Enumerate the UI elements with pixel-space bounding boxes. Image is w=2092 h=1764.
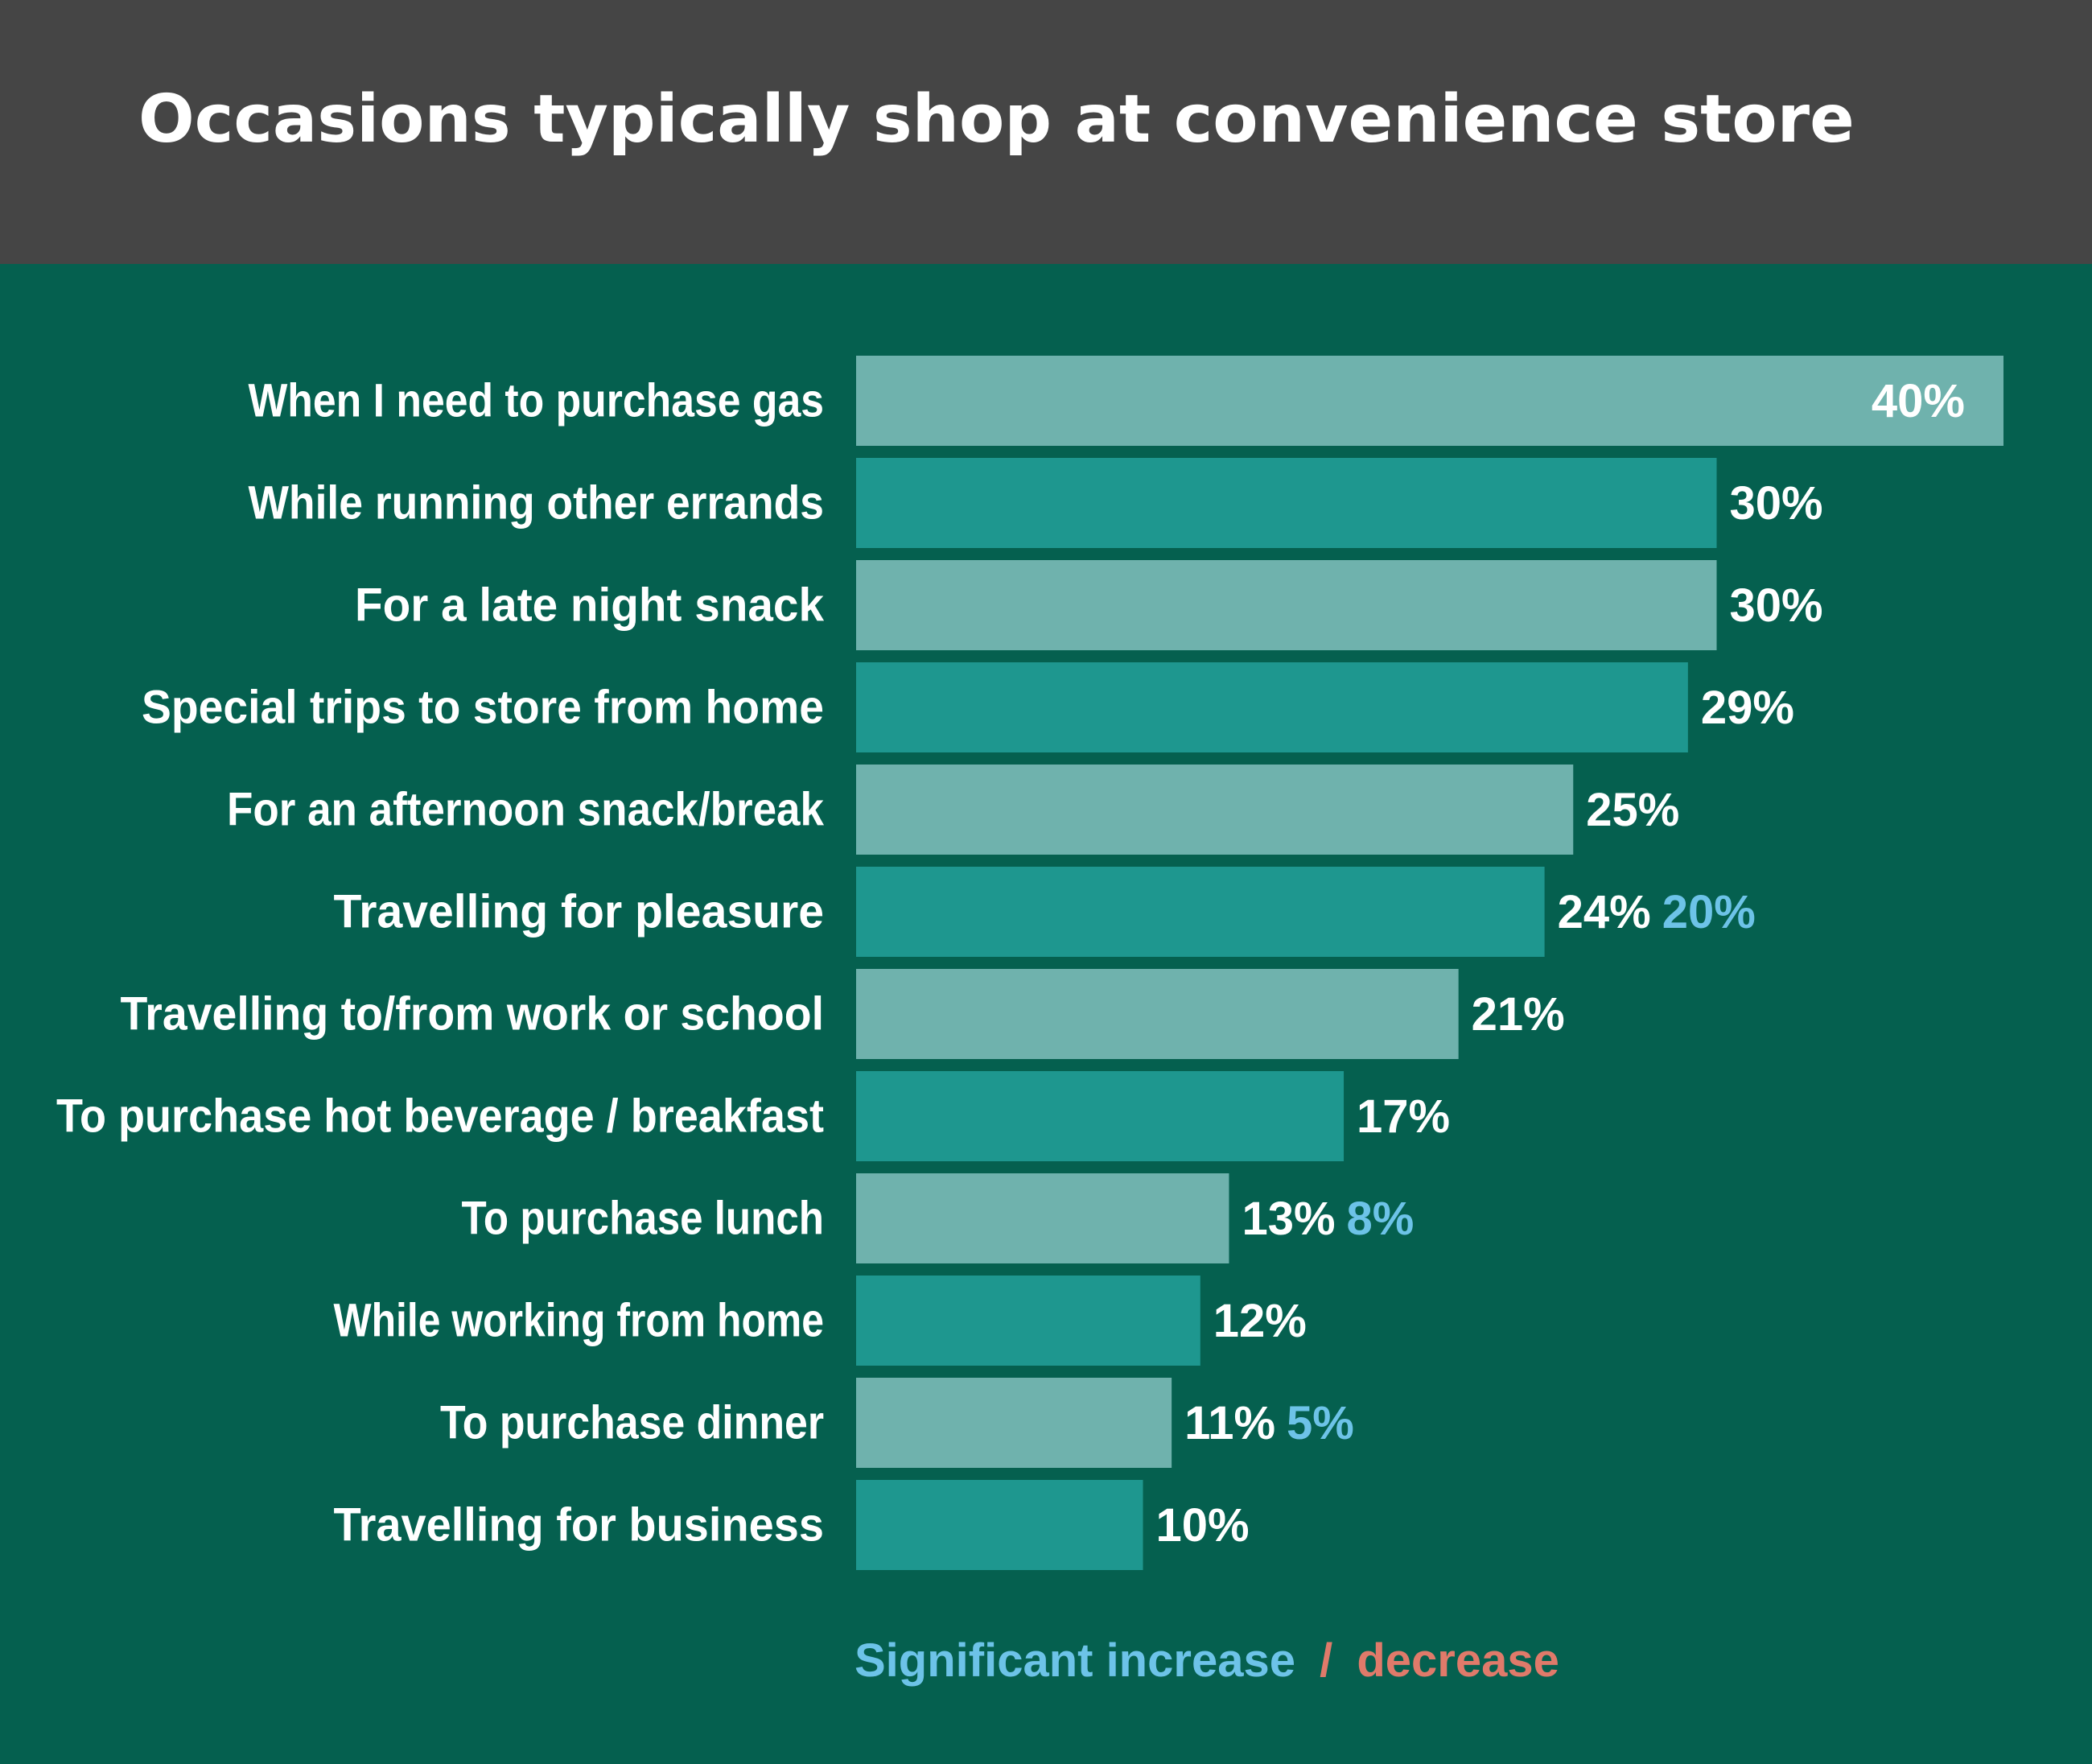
value-label-when-i-need-to-purchase-gas: 40% [1872, 375, 1965, 427]
category-label-travelling-for-business: Travelling for business [334, 1499, 825, 1552]
legend-decrease-label: decrease [1357, 1634, 1559, 1687]
value-while-working-from-home: 12% [1213, 1295, 1307, 1347]
bar-travelling-for-business [856, 1480, 1143, 1570]
value-for-an-afternoon-snack-break: 25% [1586, 784, 1679, 836]
category-label-while-running-other-errands: While running other errands [249, 477, 825, 530]
category-label-to-purchase-dinner: To purchase dinner [440, 1397, 824, 1449]
bar-travelling-for-pleasure [856, 867, 1545, 957]
category-label-while-working-from-home: While working from home [334, 1295, 825, 1347]
category-label-for-a-late-night-snack: For a late night snack [355, 579, 825, 632]
category-label-special-trips-to-store-from-home: Special trips to store from home [142, 682, 824, 734]
value-when-i-need-to-purchase-gas: 40% [1872, 375, 1965, 427]
value-while-running-other-errands: 30% [1730, 477, 1823, 530]
bar-when-i-need-to-purchase-gas [856, 356, 2003, 446]
value-travelling-for-business: 10% [1156, 1499, 1250, 1552]
comparison-value-to-purchase-dinner: 5% [1287, 1397, 1354, 1449]
category-label-travelling-to-from-work-or-school: Travelling to/from work or school [121, 988, 825, 1041]
value-to-purchase-hot-beverage-breakfast: 17% [1357, 1090, 1450, 1143]
category-label-when-i-need-to-purchase-gas: When I need to purchase gas [249, 375, 825, 427]
value-for-a-late-night-snack: 30% [1730, 579, 1823, 632]
value-label-while-running-other-errands: 30% [1730, 477, 1823, 530]
value-special-trips-to-store-from-home: 29% [1701, 682, 1794, 734]
legend: Significant increase / decrease [855, 1635, 1559, 1687]
bar-travelling-to-from-work-or-school [856, 969, 1459, 1059]
value-label-for-an-afternoon-snack-break: 25% [1586, 784, 1679, 836]
value-travelling-to-from-work-or-school: 21% [1472, 988, 1565, 1041]
value-label-for-a-late-night-snack: 30% [1730, 579, 1823, 632]
bar-while-working-from-home [856, 1276, 1200, 1366]
value-label-to-purchase-dinner: 11% 5% [1184, 1397, 1354, 1449]
comparison-value-to-purchase-lunch: 8% [1347, 1193, 1415, 1245]
value-to-purchase-lunch: 13% [1242, 1193, 1335, 1245]
bar-to-purchase-hot-beverage-breakfast [856, 1071, 1345, 1161]
category-label-to-purchase-lunch: To purchase lunch [462, 1193, 825, 1245]
bar-for-a-late-night-snack [856, 560, 1717, 650]
value-label-while-working-from-home: 12% [1213, 1295, 1307, 1347]
bar-special-trips-to-store-from-home [856, 662, 1688, 752]
legend-increase-label: Significant increase [855, 1634, 1295, 1687]
value-label-to-purchase-hot-beverage-breakfast: 17% [1357, 1090, 1450, 1143]
value-label-travelling-for-pleasure: 24% 20% [1558, 886, 1756, 938]
value-label-travelling-to-from-work-or-school: 21% [1472, 988, 1565, 1041]
bar-for-an-afternoon-snack-break [856, 765, 1574, 855]
value-label-travelling-for-business: 10% [1156, 1499, 1250, 1552]
bar-to-purchase-dinner [856, 1378, 1172, 1468]
bar-while-running-other-errands [856, 458, 1717, 548]
value-label-to-purchase-lunch: 13% 8% [1242, 1193, 1414, 1245]
bar-to-purchase-lunch [856, 1173, 1229, 1263]
value-travelling-for-pleasure: 24% [1558, 886, 1651, 938]
category-label-travelling-for-pleasure: Travelling for pleasure [334, 886, 825, 938]
legend-separator: / [1320, 1634, 1333, 1687]
chart-title: Occasions typically shop at convenience … [138, 81, 1855, 158]
value-label-special-trips-to-store-from-home: 29% [1701, 682, 1794, 734]
comparison-value-travelling-for-pleasure: 20% [1662, 886, 1756, 938]
category-label-to-purchase-hot-beverage-breakfast: To purchase hot beverage / breakfast [56, 1090, 824, 1143]
category-label-for-an-afternoon-snack-break: For an afternoon snack/break [227, 784, 825, 836]
value-to-purchase-dinner: 11% [1184, 1397, 1275, 1449]
header-band: Occasions typically shop at convenience … [0, 0, 2092, 264]
